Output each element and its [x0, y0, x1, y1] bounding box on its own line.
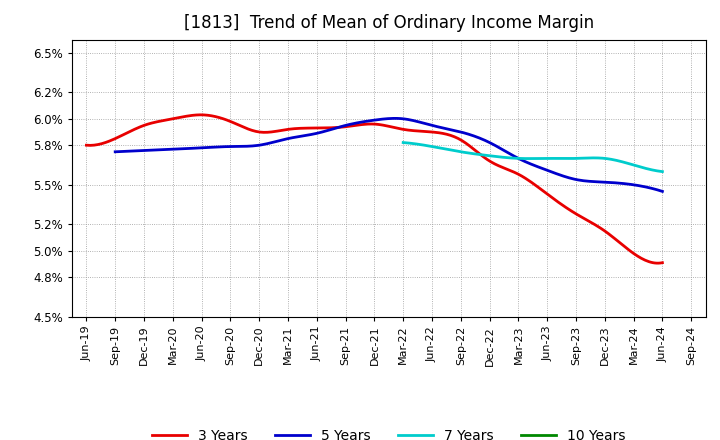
Legend: 3 Years, 5 Years, 7 Years, 10 Years: 3 Years, 5 Years, 7 Years, 10 Years: [146, 423, 631, 440]
Title: [1813]  Trend of Mean of Ordinary Income Margin: [1813] Trend of Mean of Ordinary Income …: [184, 15, 594, 33]
